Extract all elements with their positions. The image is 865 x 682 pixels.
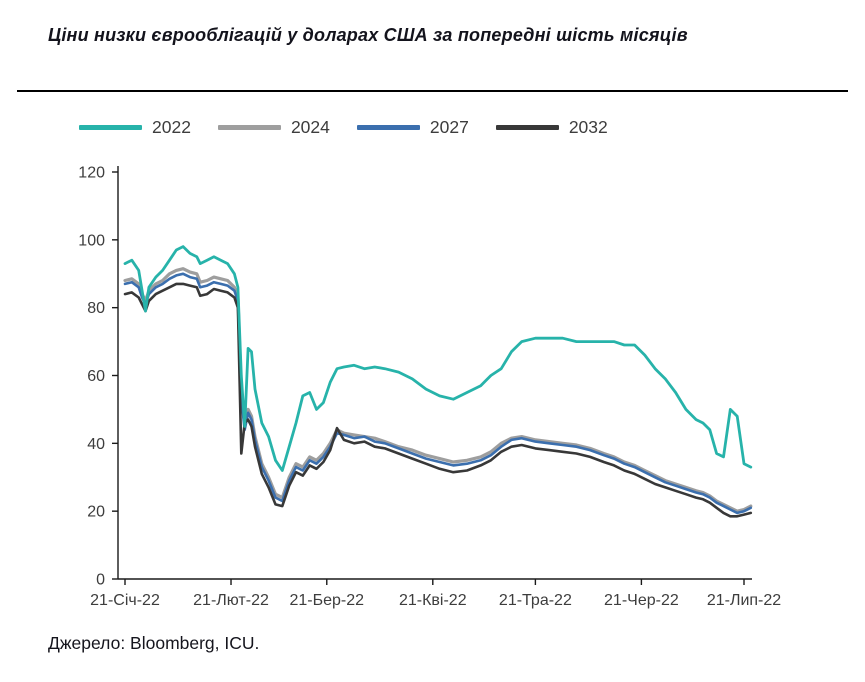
x-tick-label: 21-Кві-22 [399,592,467,609]
y-tick-label: 80 [87,300,105,317]
x-tick-label: 21-Лип-22 [707,592,781,609]
legend-swatch-2024 [217,125,281,130]
legend-item-2032: 2032 [495,117,608,138]
chart-axes: 0 20 40 60 80 100 120 21-Січ-22 21-Лют-22 21-Бер-… [78,165,781,610]
legend-swatch-2022 [79,125,142,130]
x-tick-label: 21-Бер-22 [290,592,365,609]
legend-item-2022: 2022 [79,117,191,138]
x-tick-label: 21-Січ-22 [90,592,160,609]
series-line-2022 [123,245,753,472]
series-line-2032 [123,282,753,518]
y-tick-label: 100 [78,232,105,249]
source-note: Джерело: Bloomberg, ICU. [48,633,260,653]
legend-label-2032: 2032 [568,117,608,137]
legend-label-2027: 2027 [429,117,469,137]
legend-label-2024: 2024 [290,117,330,137]
title-divider [17,90,848,92]
y-tick-label: 120 [78,165,105,182]
legend-label-2022: 2022 [152,117,191,137]
y-tick-label: 40 [87,436,105,453]
y-tick-label: 20 [87,504,105,521]
x-tick-label: 21-Тра-22 [499,592,572,609]
x-tick-label: 21-Лют-22 [193,592,269,609]
legend-swatch-2032 [495,125,559,130]
series-line-2027 [123,272,753,515]
legend-item-2024: 2024 [217,117,330,138]
legend-swatch-2027 [356,125,420,130]
series-line-2024 [123,267,753,513]
chart-legend: 2022 2024 2027 2032 [79,117,608,138]
y-tick-label: 60 [87,368,105,385]
chart-series [123,245,753,518]
legend-item-2027: 2027 [356,117,469,138]
chart-title: Ціни низки єврооблігацій у доларах США з… [48,25,688,45]
x-tick-label: 21-Чер-22 [604,592,679,609]
y-tick-label: 0 [96,572,105,589]
